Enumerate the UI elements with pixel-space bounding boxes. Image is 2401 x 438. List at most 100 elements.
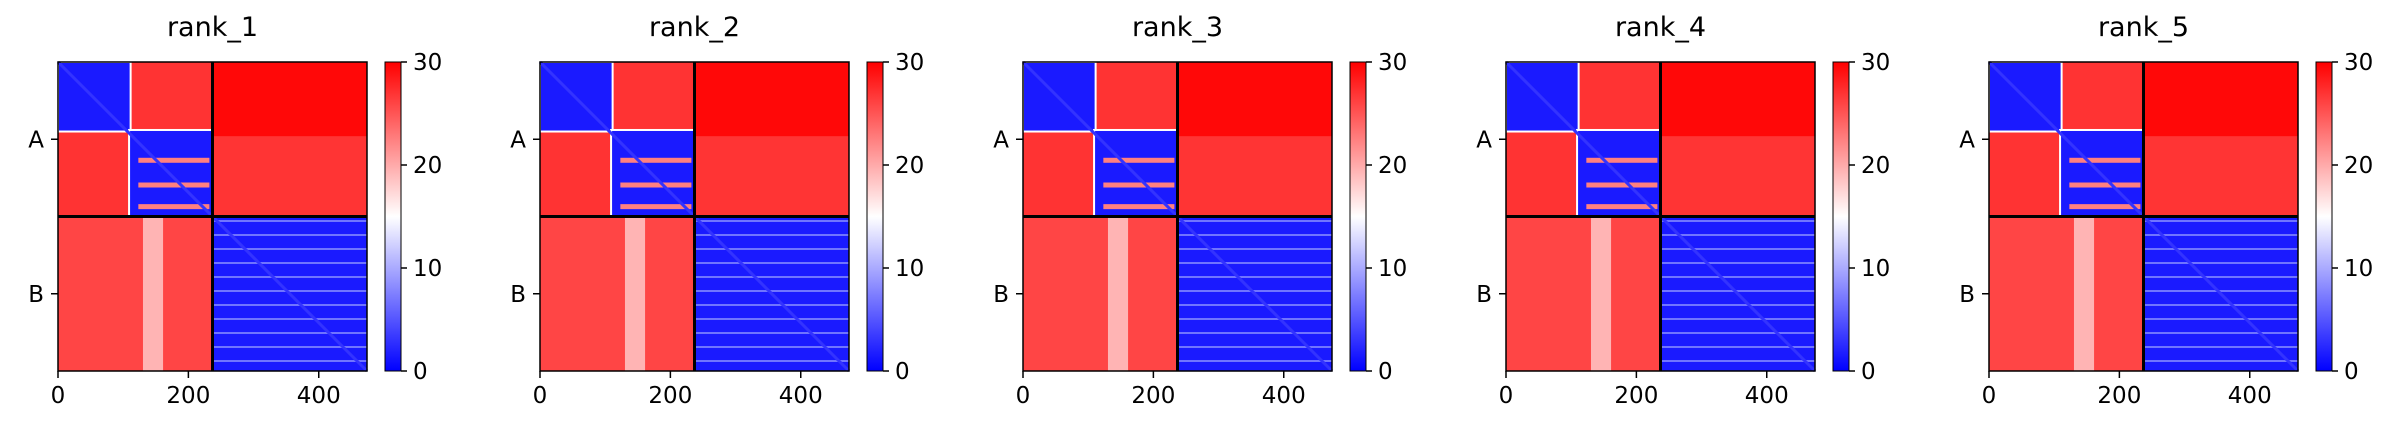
block-stripe-2 [2069,182,2141,188]
block-stripe-2 [620,182,692,188]
colorbar [1832,61,1850,372]
x-tick-label: 400 [1262,383,1306,409]
y-tick-label: B [28,282,44,308]
quadrant-ba [1989,216,2144,371]
heatmap-svg-2: rank_2 0 200 400 A B 0 10 20 30 [510,12,924,409]
heatmap-panel-5: rank_5 0 200 400 A B 0 10 20 30 [1931,0,2401,438]
colorbar-tick-label: 0 [413,359,428,385]
x-tick-label: 0 [533,383,548,409]
y-tick-label: A [510,127,526,153]
y-tick-label: A [28,127,44,153]
colorbar-tick-label: 30 [2344,50,2373,76]
quadrant-ab [1177,62,1332,217]
colorbar-tick-label: 10 [1378,256,1407,282]
pale-band [1590,216,1612,371]
plot-frame [539,61,850,372]
quadrant-ba [58,216,213,371]
plot-frame [1022,61,1333,372]
pae-map [1504,60,1817,373]
heatmap-svg-3: rank_3 0 200 400 A B 0 10 20 30 [993,12,1407,409]
pale-band [2073,216,2095,371]
quadrant-ba [1023,216,1178,371]
colorbar-tick-label: 20 [413,153,442,179]
block-stripe-2 [138,182,210,188]
colorbar-tick-label: 0 [895,359,910,385]
chart-title: rank_3 [1132,12,1223,43]
chart-title: rank_1 [167,12,258,43]
pae-map [1987,60,2300,373]
x-tick-label: 400 [779,383,823,409]
heatmap-panel-1: rank_1 0 200 400 A B 0 10 20 30 [0,0,480,438]
chart-title: rank_5 [2098,12,2189,43]
chart-title: rank_2 [649,12,740,43]
colorbar-tick-label: 30 [413,50,442,76]
block-stripe-3 [138,204,210,210]
block-stripe-1 [2069,157,2141,163]
y-tick-label: B [1476,282,1492,308]
x-tick-label: 200 [1614,383,1658,409]
colorbar-tick-label: 10 [895,256,924,282]
y-tick-label: B [510,282,526,308]
colorbar-tick-label: 30 [1378,50,1407,76]
block-stripe-3 [1586,204,1658,210]
x-tick-label: 400 [1745,383,1789,409]
colorbar-tick-label: 20 [895,153,924,179]
colorbar-tick-label: 10 [413,256,442,282]
heatmap-svg-4: rank_4 0 200 400 A B 0 10 20 30 [1476,12,1890,409]
colorbar [2315,61,2333,372]
block-stripe-1 [1586,157,1658,163]
x-tick-label: 0 [51,383,66,409]
block-stripe-3 [1103,204,1175,210]
x-tick-label: 200 [1131,383,1175,409]
y-tick-label: A [1959,127,1975,153]
colorbar-tick-label: 20 [1378,153,1407,179]
pae-map [56,60,369,373]
block-stripe-1 [138,157,210,163]
colorbar-tick-label: 10 [1861,256,1890,282]
y-tick-label: B [993,282,1009,308]
colorbar-tick-label: 20 [2344,153,2373,179]
chart-title: rank_4 [1615,12,1706,43]
ab-lower-region [1177,136,1332,217]
heatmap-panel-2: rank_2 0 200 400 A B 0 10 20 30 [482,0,962,438]
colorbar [866,61,884,372]
heatmap-svg-1: rank_1 0 200 400 A B 0 10 20 30 [28,12,442,409]
plot-frame [1988,61,2299,372]
quadrant-ba [1506,216,1661,371]
heatmap-panel-4: rank_4 0 200 400 A B 0 10 20 30 [1448,0,1928,438]
quadrant-ab [2143,62,2298,217]
colorbar-tick-label: 0 [1378,359,1393,385]
ab-lower-region [694,136,849,217]
plot-frame [57,61,368,372]
ab-lower-region [2143,136,2298,217]
pae-map [1021,60,1334,373]
block-stripe-2 [1586,182,1658,188]
block-stripe-1 [620,157,692,163]
y-tick-label: B [1959,282,1975,308]
colorbar-tick-label: 0 [2344,359,2359,385]
colorbar [384,61,402,372]
x-tick-label: 0 [1982,383,1997,409]
colorbar-tick-label: 10 [2344,256,2373,282]
heatmap-svg-5: rank_5 0 200 400 A B 0 10 20 30 [1959,12,2373,409]
quadrant-ab [212,62,367,217]
x-tick-label: 200 [648,383,692,409]
x-tick-label: 400 [297,383,341,409]
y-tick-label: A [1476,127,1492,153]
y-tick-label: A [993,127,1009,153]
colorbar-tick-label: 30 [895,50,924,76]
plot-frame [1505,61,1816,372]
ab-lower-region [1660,136,1815,217]
x-tick-label: 0 [1499,383,1514,409]
x-tick-label: 200 [2097,383,2141,409]
pae-map [538,60,851,373]
colorbar-tick-label: 20 [1861,153,1890,179]
x-tick-label: 200 [166,383,210,409]
quadrant-ab [694,62,849,217]
block-stripe-3 [2069,204,2141,210]
pale-band [624,216,646,371]
x-tick-label: 0 [1016,383,1031,409]
block-stripe-3 [620,204,692,210]
quadrant-ba [540,216,695,371]
pale-band [1107,216,1129,371]
